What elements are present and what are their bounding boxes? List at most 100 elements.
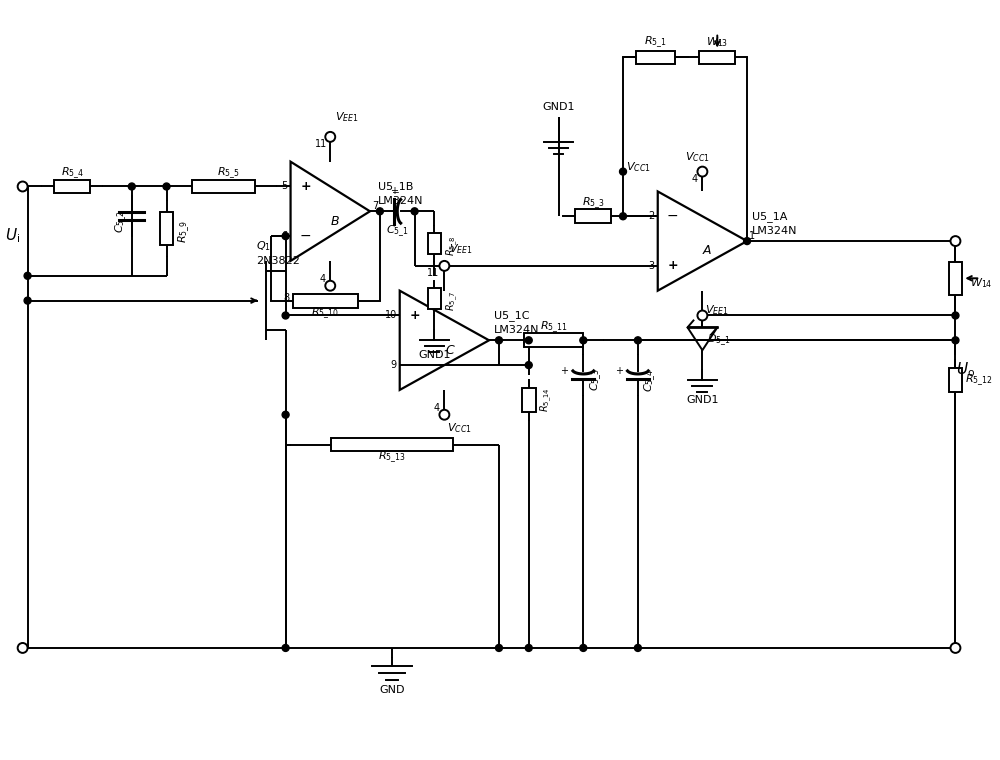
Text: U5_1A: U5_1A xyxy=(752,211,787,222)
Text: +: + xyxy=(300,180,311,193)
Text: $R_{5\_4}$: $R_{5\_4}$ xyxy=(61,166,84,182)
Circle shape xyxy=(580,337,587,344)
Bar xyxy=(331,438,453,451)
Text: $R_{5\_12}$: $R_{5\_12}$ xyxy=(965,372,993,388)
Bar xyxy=(575,209,611,223)
Circle shape xyxy=(282,411,289,418)
Bar xyxy=(54,179,90,194)
Text: $R_{5\_3}$: $R_{5\_3}$ xyxy=(582,195,605,211)
Text: $C_{5\_3}$: $C_{5\_3}$ xyxy=(588,369,604,391)
Text: 2N3822: 2N3822 xyxy=(256,256,300,266)
Circle shape xyxy=(411,207,418,215)
Text: U5_1C: U5_1C xyxy=(494,310,530,321)
Circle shape xyxy=(697,311,707,321)
Text: 2: 2 xyxy=(649,211,655,221)
Text: $R_{5\_13}$: $R_{5\_13}$ xyxy=(378,450,406,465)
Text: GND1: GND1 xyxy=(686,395,719,405)
Text: B: B xyxy=(331,215,340,228)
Text: C: C xyxy=(445,344,454,356)
Text: A: A xyxy=(703,245,712,258)
Text: $R_{5\_10}$: $R_{5\_10}$ xyxy=(311,306,339,321)
Text: +: + xyxy=(667,259,678,272)
Circle shape xyxy=(282,312,289,319)
Circle shape xyxy=(439,261,449,271)
Circle shape xyxy=(325,132,335,142)
Bar xyxy=(699,50,735,65)
Circle shape xyxy=(634,337,641,344)
Circle shape xyxy=(163,183,170,190)
Text: 6: 6 xyxy=(281,231,288,241)
Circle shape xyxy=(950,643,960,653)
Circle shape xyxy=(439,410,449,420)
Circle shape xyxy=(697,166,707,176)
Text: $U_{\mathrm{i}}$: $U_{\mathrm{i}}$ xyxy=(5,226,20,245)
Bar xyxy=(160,212,173,245)
Text: $R_{5\_14}$: $R_{5\_14}$ xyxy=(539,388,554,412)
Text: 3: 3 xyxy=(649,261,655,271)
Text: $C_{5\_2}$: $C_{5\_2}$ xyxy=(113,210,129,233)
Text: LM324N: LM324N xyxy=(378,196,423,207)
Text: $V_{CC1}$: $V_{CC1}$ xyxy=(335,292,360,306)
Text: $C_{5\_1}$: $C_{5\_1}$ xyxy=(386,223,409,239)
Text: 11: 11 xyxy=(315,139,327,149)
Text: 11: 11 xyxy=(427,268,439,278)
Text: $V_{EE1}$: $V_{EE1}$ xyxy=(449,242,473,256)
Text: $C_{5\_4}$: $C_{5\_4}$ xyxy=(643,369,658,391)
Circle shape xyxy=(282,233,289,239)
Text: 7: 7 xyxy=(372,201,378,211)
Text: 5: 5 xyxy=(281,182,288,192)
Text: +: + xyxy=(390,186,398,196)
Circle shape xyxy=(495,337,502,344)
Circle shape xyxy=(952,312,959,319)
Text: $R_{5\_5}$: $R_{5\_5}$ xyxy=(217,166,240,182)
Text: 4: 4 xyxy=(433,403,439,413)
Circle shape xyxy=(495,644,502,651)
Text: $W_{13}$: $W_{13}$ xyxy=(706,36,728,49)
Text: LM324N: LM324N xyxy=(752,226,798,236)
Text: $V_{EE1}$: $V_{EE1}$ xyxy=(335,110,359,124)
Circle shape xyxy=(580,644,587,651)
Circle shape xyxy=(952,337,959,344)
Circle shape xyxy=(620,213,626,220)
Circle shape xyxy=(525,362,532,369)
Text: 9: 9 xyxy=(391,360,397,370)
Circle shape xyxy=(128,183,135,190)
Text: $R_{5\_8}$: $R_{5\_8}$ xyxy=(444,236,460,256)
Bar xyxy=(949,262,962,295)
Text: −: − xyxy=(667,209,678,223)
Text: $R_{5\_11}$: $R_{5\_11}$ xyxy=(540,320,567,335)
Text: $V_{CC1}$: $V_{CC1}$ xyxy=(626,160,651,173)
Bar xyxy=(522,388,536,412)
Bar xyxy=(949,368,962,392)
Text: $V_{CC1}$: $V_{CC1}$ xyxy=(685,150,709,163)
Circle shape xyxy=(376,207,383,215)
Text: −: − xyxy=(409,358,420,372)
Circle shape xyxy=(950,236,960,246)
Text: $R_{5\_1}$: $R_{5\_1}$ xyxy=(644,35,667,50)
Circle shape xyxy=(325,280,335,290)
Text: 1: 1 xyxy=(749,231,755,241)
Circle shape xyxy=(744,238,751,245)
Circle shape xyxy=(634,644,641,651)
Text: $V_{CC1}$: $V_{CC1}$ xyxy=(447,421,472,435)
Circle shape xyxy=(525,644,532,651)
Text: GND: GND xyxy=(380,685,405,695)
Text: +: + xyxy=(615,366,623,376)
Bar xyxy=(636,50,675,65)
Text: $Q_1$: $Q_1$ xyxy=(256,239,271,253)
Circle shape xyxy=(24,297,31,304)
Text: $D_{5\_1}$: $D_{5\_1}$ xyxy=(707,333,731,348)
Circle shape xyxy=(525,337,532,344)
Text: U5_1B: U5_1B xyxy=(378,181,413,192)
Text: $R_{5\_9}$: $R_{5\_9}$ xyxy=(176,220,192,242)
Text: 10: 10 xyxy=(384,311,397,321)
Text: −: − xyxy=(300,229,311,243)
Text: 8: 8 xyxy=(284,293,290,302)
Text: $R_{5\_7}$: $R_{5\_7}$ xyxy=(444,290,460,311)
Circle shape xyxy=(24,272,31,279)
Bar xyxy=(524,334,583,347)
Bar xyxy=(192,179,255,194)
Text: $V_{EE1}$: $V_{EE1}$ xyxy=(705,304,729,318)
Text: 4: 4 xyxy=(691,173,697,184)
Text: $U_{\mathrm{o}}$: $U_{\mathrm{o}}$ xyxy=(956,361,975,379)
